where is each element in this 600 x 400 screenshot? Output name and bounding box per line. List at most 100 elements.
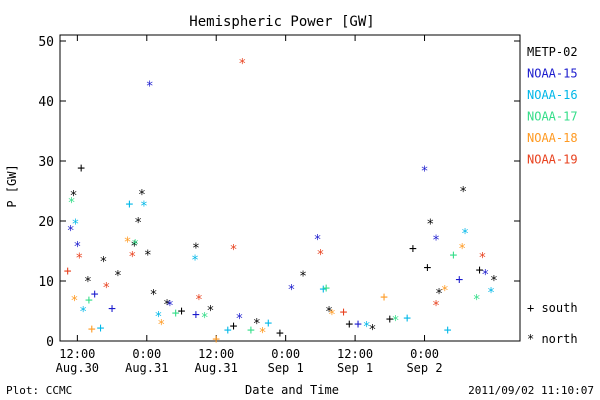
marker-legend: + south * north: [527, 301, 578, 346]
data-point-south: +: [322, 281, 330, 296]
data-point-south: +: [64, 264, 72, 279]
data-point-north: *: [72, 217, 80, 232]
data-point-north: *: [71, 294, 79, 309]
data-point-north: *: [490, 274, 498, 289]
data-point-north: *: [441, 284, 449, 299]
data-point-south: +: [212, 332, 220, 347]
x-tick-label-time: 0:00: [410, 347, 439, 361]
data-point-north: *: [79, 305, 87, 320]
data-point-north: *: [128, 250, 136, 265]
data-point-north: *: [73, 240, 81, 255]
data-point-south: +: [230, 319, 238, 334]
marker-legend-north: * north: [527, 332, 578, 346]
data-point-north: *: [426, 217, 434, 232]
data-point-north: *: [191, 253, 199, 268]
data-point-south: +: [91, 287, 99, 302]
data-point-north: *: [478, 251, 486, 266]
series-noaa-19: +****** *+ **: [64, 57, 487, 320]
y-tick-label: 30: [38, 155, 54, 170]
data-point-north: *: [68, 196, 76, 211]
data-point-north: *: [235, 312, 243, 327]
data-point-south: +: [409, 241, 417, 256]
data-point-north: *: [421, 165, 429, 180]
data-point-south: +: [455, 273, 463, 288]
data-point-north: *: [163, 298, 171, 313]
data-point-north: *: [195, 293, 203, 308]
y-tick-label: 10: [38, 275, 54, 290]
data-point-south: +: [85, 293, 93, 308]
legend-entry: NOAA-17: [527, 110, 578, 124]
data-point-north: *: [392, 314, 400, 329]
data-point-north: *: [363, 320, 371, 335]
data-point-north: *: [316, 248, 324, 263]
data-point-north: *: [369, 323, 377, 338]
x-axis-label: Date and Time: [245, 383, 339, 397]
x-tick-label-date: Aug.31: [125, 361, 168, 375]
plot-border: [59, 34, 521, 342]
x-tick-label-time: 0:00: [132, 347, 161, 361]
series-noaa-18: *+**+ **+ **: [71, 235, 467, 347]
data-point-south: +: [276, 326, 284, 341]
data-point-north: *: [432, 299, 440, 314]
y-tick-label: 40: [38, 95, 54, 110]
data-point-south: +: [192, 307, 200, 322]
x-tick-label-time: 12:00: [59, 347, 95, 361]
data-point-north: *: [207, 304, 215, 319]
data-point-north: *: [114, 269, 122, 284]
data-point-north: *: [473, 293, 481, 308]
x-tick-label-date: Aug.30: [56, 361, 99, 375]
data-point-north: *: [99, 255, 107, 270]
data-point-north: *: [131, 238, 139, 253]
legend-entry: NOAA-19: [527, 153, 578, 167]
chart-title: Hemispheric Power [GW]: [189, 14, 374, 30]
y-axis-label: P [GW]: [5, 164, 19, 207]
y-tick-label: 0: [46, 335, 54, 350]
data-point-north: *: [481, 268, 489, 283]
y-tick-label: 20: [38, 215, 54, 230]
legend-entry: NOAA-16: [527, 88, 578, 102]
data-point-south: +: [345, 317, 353, 332]
data-point-north: *: [201, 311, 209, 326]
legend-entry: NOAA-18: [527, 131, 578, 145]
data-point-north: *: [130, 240, 138, 255]
data-point-north: *: [487, 286, 495, 301]
data-point-south: +: [224, 323, 232, 338]
data-point-south: +: [444, 323, 452, 338]
data-point-north: *: [70, 189, 78, 204]
legend-entry: METP-02: [527, 45, 578, 59]
data-point-north: *: [314, 233, 322, 248]
data-point-south: +: [88, 322, 96, 337]
data-point-north: *: [166, 299, 174, 314]
x-tick-label-date: Sep 1: [337, 361, 373, 375]
data-point-north: *: [124, 235, 132, 250]
data-point-north: *: [459, 185, 467, 200]
x-tick-label-time: 0:00: [271, 347, 300, 361]
y-tick-label: 50: [38, 35, 54, 50]
data-point-north: *: [325, 305, 333, 320]
data-point-north: *: [192, 241, 200, 256]
data-point-north: *: [461, 227, 469, 242]
data-point-south: +: [108, 301, 116, 316]
data-points: *+********* +**+ *+**+ *+++***+***++**+ ***+…: [64, 57, 498, 347]
plot-timestamp: 2011/09/02 11:10:07: [468, 384, 594, 397]
data-point-south: +: [450, 248, 458, 263]
y-axis: 0 10 20 30 40 50: [38, 35, 520, 350]
data-point-south: +: [340, 305, 348, 320]
data-point-south: +: [264, 316, 272, 331]
data-point-north: *: [138, 188, 146, 203]
data-point-north: *: [435, 287, 443, 302]
x-tick-label-date: Aug.31: [195, 361, 238, 375]
data-point-north: *: [157, 318, 165, 333]
data-point-south: +: [319, 282, 327, 297]
data-point-north: *: [154, 310, 162, 325]
x-tick-label-date: Sep 1: [268, 361, 304, 375]
data-point-north: *: [134, 216, 142, 231]
legend: METP-02 NOAA-15 NOAA-16 NOAA-17 NOAA-18 NOAA-…: [527, 45, 578, 167]
data-point-south: +: [403, 311, 411, 326]
data-point-south: +: [476, 263, 484, 278]
series-noaa-16: **++ ***+ ++*++**: [72, 197, 495, 338]
data-point-south: +: [354, 317, 362, 332]
data-point-north: *: [458, 242, 466, 257]
plot-frame: [59, 34, 521, 342]
